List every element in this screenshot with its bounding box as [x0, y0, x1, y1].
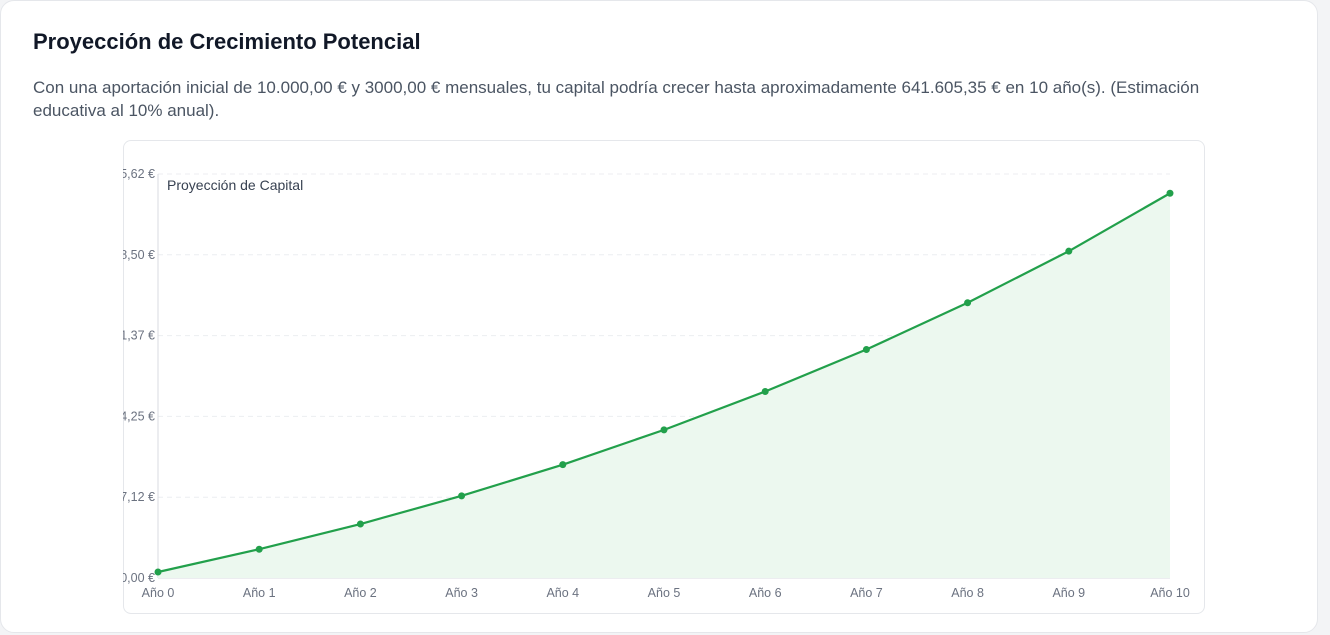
- data-point: [154, 568, 162, 576]
- capital-projection-chart: 673.685,62 € 538.948,50 € 404.211,37 € 269.…: [123, 167, 1190, 600]
- x-tick-label: Año 10: [1150, 586, 1190, 600]
- x-tick-label: Año 3: [445, 586, 478, 600]
- series-name-label: Proyección de Capital: [167, 177, 303, 193]
- card-title: Proyección de Crecimiento Potencial: [33, 29, 421, 54]
- x-tick-label: Año 0: [142, 586, 175, 600]
- card-description: Con una aportación inicial de 10.000,00 …: [33, 78, 1200, 120]
- x-tick-label: Año 5: [648, 586, 681, 600]
- data-point: [964, 299, 972, 307]
- x-tick-label: Año 7: [850, 586, 883, 600]
- series-area-fill: [158, 193, 1170, 578]
- y-tick-label: 0,00 €: [123, 571, 155, 585]
- data-point: [660, 426, 668, 434]
- data-point: [1166, 189, 1174, 197]
- data-point: [862, 346, 870, 354]
- y-tick-label: 269.474,25 €: [123, 409, 155, 423]
- data-point: [458, 492, 466, 500]
- x-tick-label: Año 6: [749, 586, 782, 600]
- y-tick-label: 134.737,12 €: [123, 490, 155, 504]
- data-point: [761, 387, 769, 395]
- chart-container: 673.685,62 € 538.948,50 € 404.211,37 € 269.…: [123, 140, 1205, 614]
- data-point: [559, 461, 567, 469]
- x-tick-label: Año 4: [546, 586, 579, 600]
- data-point: [255, 545, 263, 553]
- y-tick-label: 404.211,37 €: [123, 329, 155, 343]
- y-tick-label: 538.948,50 €: [123, 248, 155, 262]
- data-point: [356, 520, 364, 528]
- x-tick-label: Año 2: [344, 586, 377, 600]
- x-tick-label: Año 1: [243, 586, 276, 600]
- y-tick-label: 673.685,62 €: [123, 167, 155, 181]
- x-tick-label: Año 8: [951, 586, 984, 600]
- data-point: [1065, 247, 1073, 255]
- x-tick-label: Año 9: [1052, 586, 1085, 600]
